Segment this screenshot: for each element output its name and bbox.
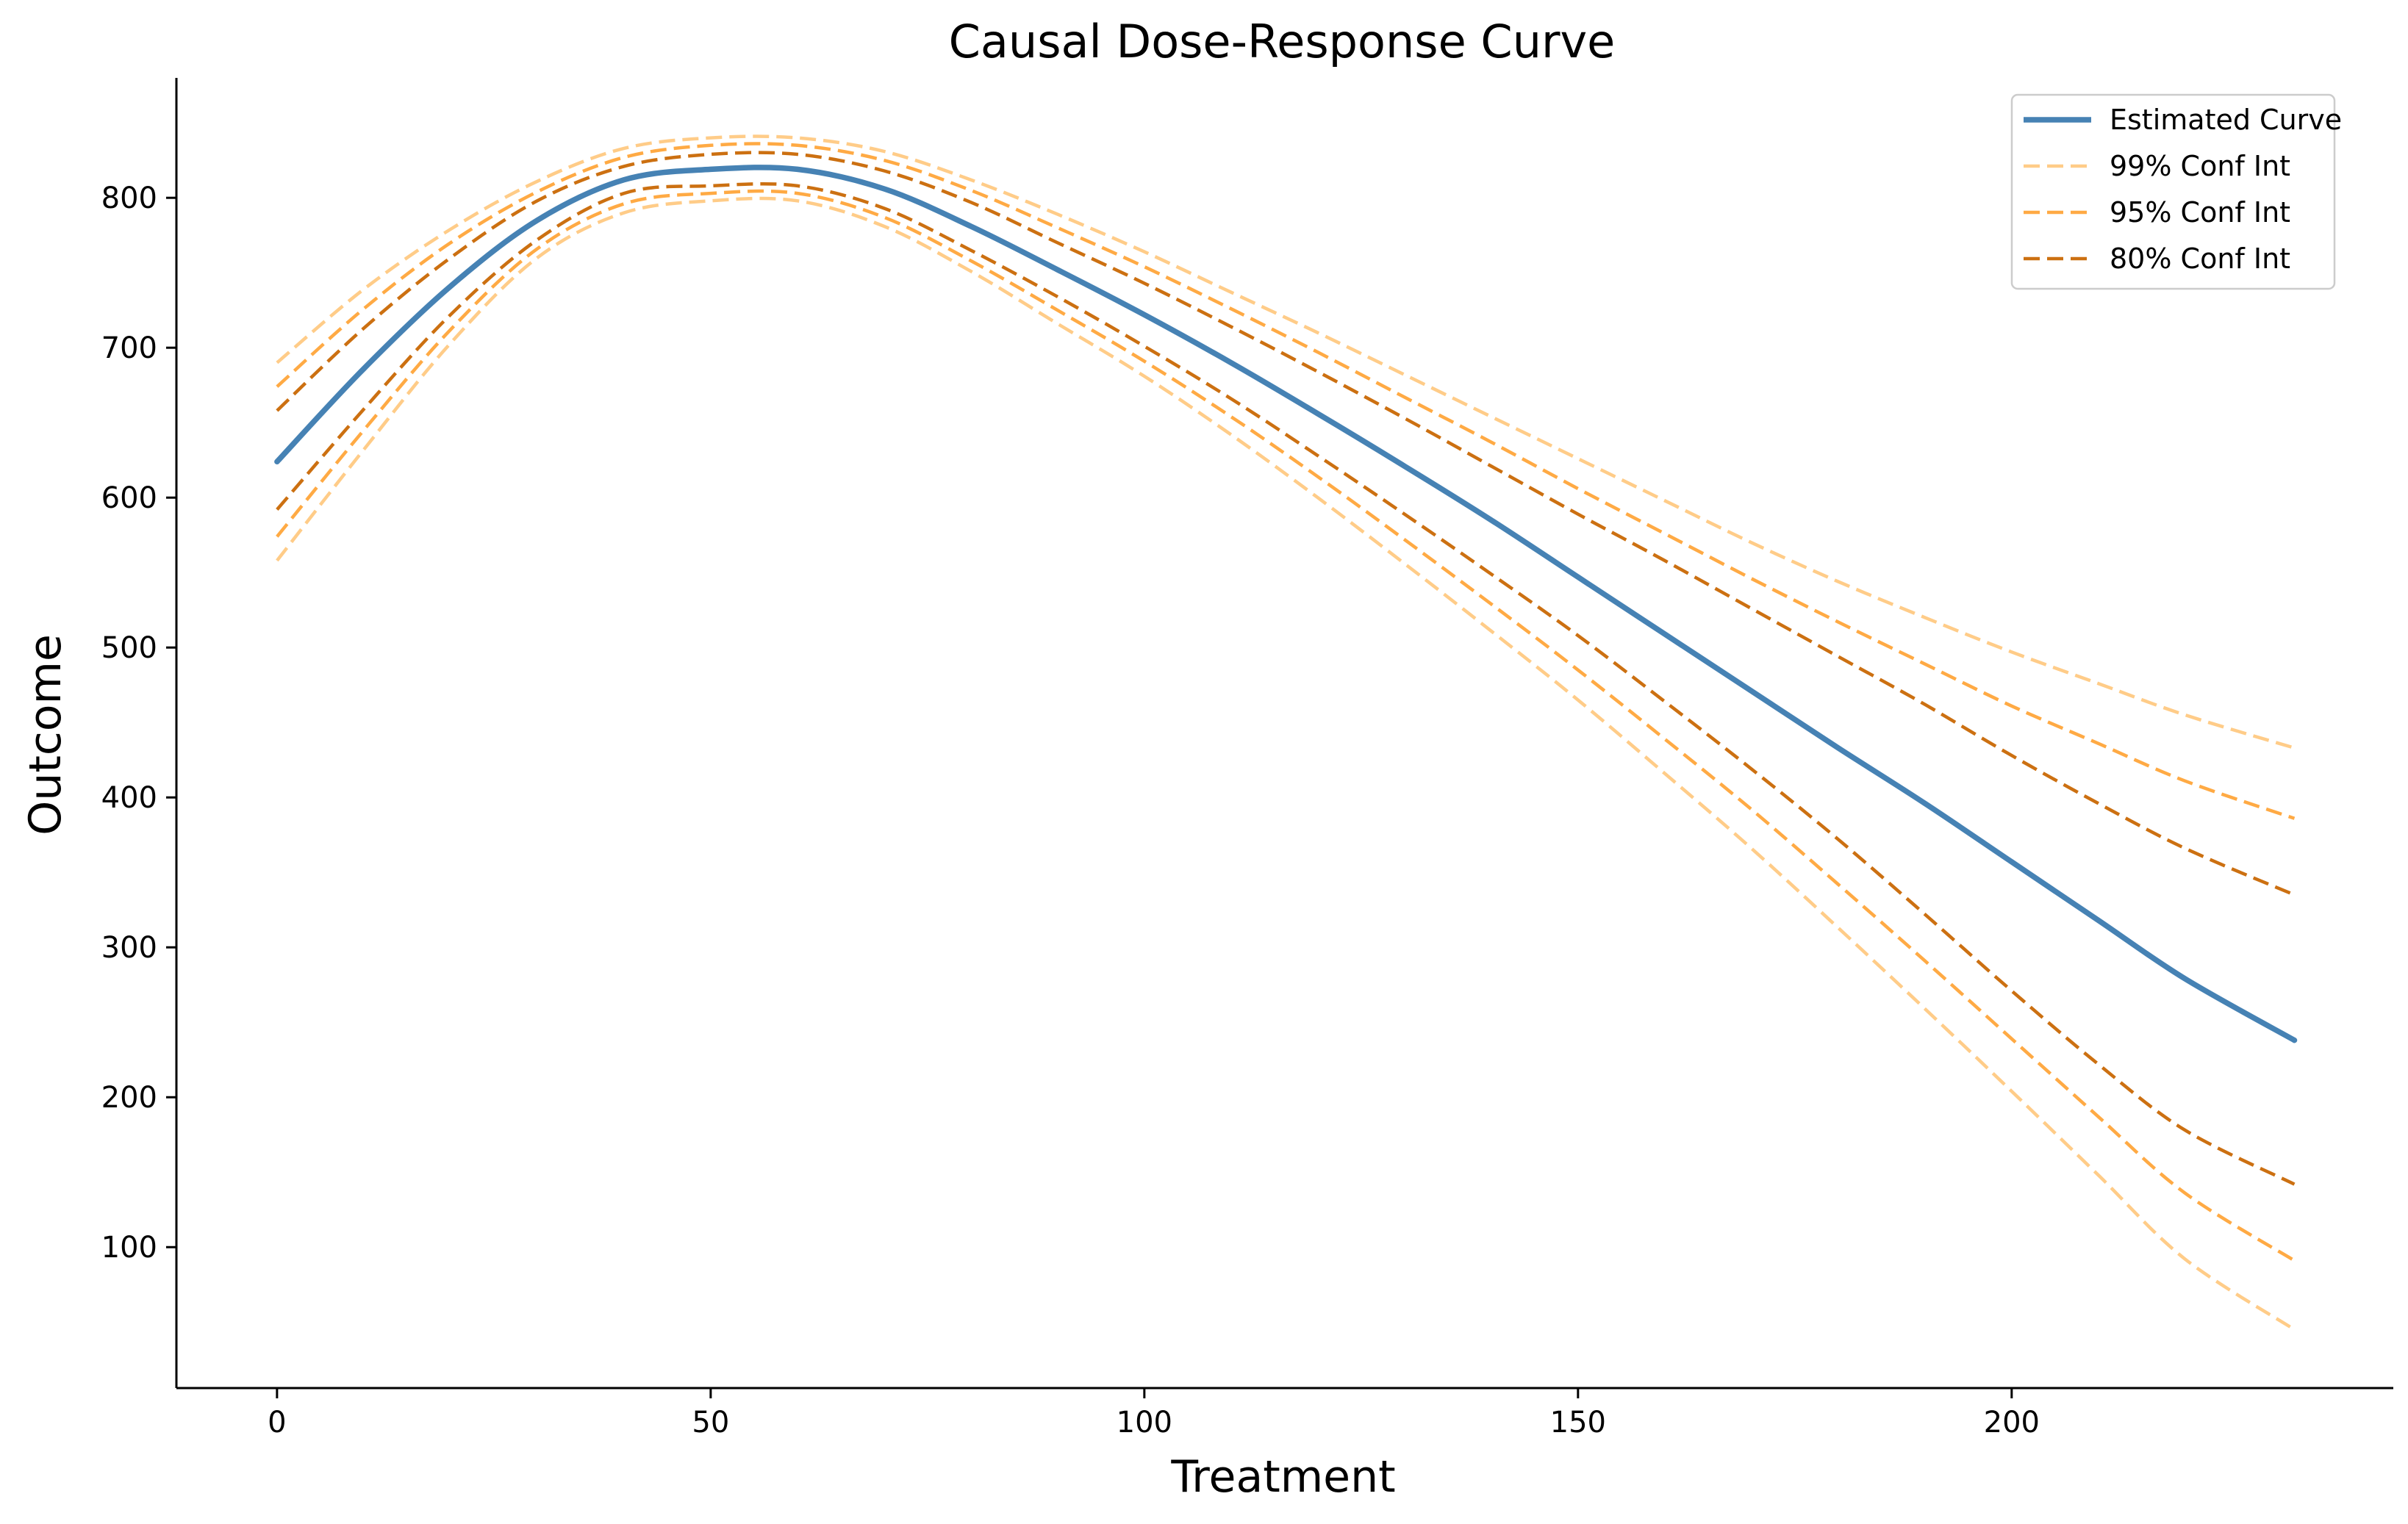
chart-title: Causal Dose-Response Curve [949,15,1616,68]
estimated-curve-line [274,165,2298,1043]
plot-lines [274,134,2298,1331]
y-tick-label: 100 [101,1231,157,1265]
80-conf-int-lower-line [276,181,2296,1186]
legend: Estimated Curve 99% Conf Int 95% Conf Int 8… [2010,93,2342,290]
99-conf-int-upper-line [276,134,2296,750]
y-tick-label: 500 [101,631,157,665]
y-tick-label: 400 [101,781,157,815]
legend-box [2010,93,2336,290]
legend-label-estimated-curve: Estimated Curve [2110,104,2342,136]
y-axis-title: Outcome [20,634,71,835]
legend-items: Estimated Curve 99% Conf Int 95% Conf Int 8… [2024,104,2342,275]
99-conf-int-lower-line [276,196,2296,1331]
y-tick-label: 200 [101,1081,157,1115]
x-tick-label: 200 [1984,1406,2040,1439]
x-tick-label: 150 [1550,1406,1606,1439]
x-ticks: 0 50 100 150 200 [268,1388,2040,1439]
x-tick-label: 0 [268,1406,286,1439]
x-tick-label: 100 [1117,1406,1172,1439]
95-conf-int-lower-line [276,189,2296,1262]
legend-label-95-conf-int: 95% Conf Int [2110,196,2290,229]
y-tick-label: 700 [101,331,157,365]
y-tick-label: 300 [101,931,157,965]
y-ticks: 100 200 300 400 500 600 700 800 [101,181,176,1265]
95-conf-int-upper-line [276,142,2296,820]
y-tick-label: 600 [101,481,157,515]
y-tick-label: 800 [101,181,157,215]
80-conf-int-upper-line [276,151,2296,896]
x-tick-label: 50 [692,1406,729,1439]
legend-label-99-conf-int: 99% Conf Int [2110,150,2290,182]
legend-label-80-conf-int: 80% Conf Int [2110,242,2290,275]
x-axis-title: Treatment [1170,1451,1395,1503]
